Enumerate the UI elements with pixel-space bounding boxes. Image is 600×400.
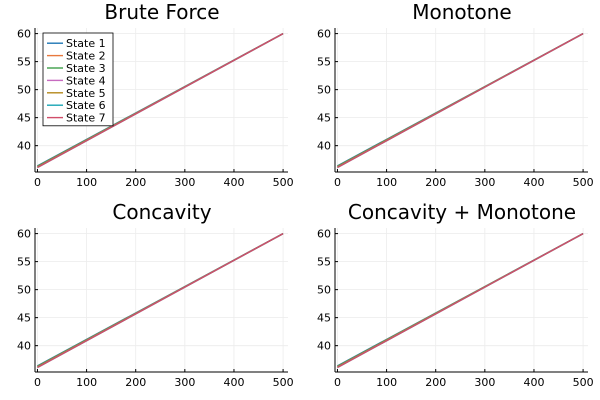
x-tick-label: 0: [34, 376, 41, 389]
series-line-7: [37, 32, 284, 169]
y-tick-label: 55: [17, 256, 31, 269]
x-tick-label: 200: [425, 176, 446, 189]
series-line-7: [337, 232, 584, 369]
y-tick-label: 45: [17, 312, 31, 325]
panel-title: Concavity + Monotone: [348, 200, 576, 224]
y-tick-label: 60: [317, 228, 331, 241]
x-tick-label: 200: [125, 376, 146, 389]
x-tick-label: 100: [376, 176, 397, 189]
y-tick-label: 55: [17, 56, 31, 69]
x-tick-label: 300: [474, 376, 495, 389]
x-tick-label: 200: [425, 376, 446, 389]
panel-monotone: Monotone 0 100 200 300 400 500 40 45 50 55 60: [317, 0, 594, 189]
x-tick-label: 100: [376, 376, 397, 389]
legend-label: State 5: [66, 87, 106, 100]
y-tick-label: 40: [17, 340, 31, 353]
legend-label: State 4: [66, 74, 106, 87]
x-tick-label: 400: [223, 176, 244, 189]
panel-title: Monotone: [412, 0, 511, 24]
x-tick-label: 0: [34, 176, 41, 189]
x-tick-label: 300: [174, 176, 195, 189]
x-tick-label: 100: [76, 376, 97, 389]
y-tick-label: 45: [317, 312, 331, 325]
legend-label: State 2: [66, 50, 106, 63]
x-tick-label: 500: [273, 376, 294, 389]
x-tick-label: 500: [573, 376, 594, 389]
y-tick-label: 40: [17, 140, 31, 153]
x-tick-label: 300: [474, 176, 495, 189]
y-tick-label: 60: [17, 28, 31, 41]
panel-title: Brute Force: [104, 0, 219, 24]
x-tick-label: 0: [334, 376, 341, 389]
y-tick-label: 55: [317, 56, 331, 69]
x-tick-label: 400: [523, 376, 544, 389]
x-tick-label: 400: [223, 376, 244, 389]
x-tick-label: 0: [334, 176, 341, 189]
legend: [42, 32, 114, 127]
legend-label: State 6: [66, 99, 106, 112]
legend-label: State 7: [66, 112, 106, 125]
x-tick-label: 500: [573, 176, 594, 189]
x-tick-label: 300: [174, 376, 195, 389]
y-tick-label: 45: [317, 112, 331, 125]
y-tick-label: 60: [317, 28, 331, 41]
x-tick-label: 500: [273, 176, 294, 189]
series-line-7: [37, 232, 284, 369]
series-line-7: [337, 32, 584, 169]
legend-label: State 3: [66, 62, 106, 75]
y-tick-label: 55: [317, 256, 331, 269]
panel-concavity: Concavity 0 100 200 300 400 500 40 45 50 55 60: [17, 200, 294, 389]
y-tick-label: 40: [317, 140, 331, 153]
y-tick-label: 50: [317, 284, 331, 297]
y-tick-label: 45: [17, 112, 31, 125]
y-tick-label: 50: [17, 84, 31, 97]
y-tick-label: 50: [317, 84, 331, 97]
x-tick-label: 200: [125, 176, 146, 189]
x-tick-label: 400: [523, 176, 544, 189]
y-tick-label: 40: [317, 340, 331, 353]
panel-concavity-monotone: Concavity + Monotone 0 100 200 300 400 500 40 4…: [317, 200, 594, 389]
panel-title: Concavity: [112, 200, 211, 224]
panel-brute-force: Brute Force 0 100 200 300 400 500 40 45 50 55 60 St…: [17, 0, 294, 189]
x-tick-label: 100: [76, 176, 97, 189]
y-tick-label: 50: [17, 284, 31, 297]
legend-label: State 1: [66, 37, 106, 50]
y-tick-label: 60: [17, 228, 31, 241]
